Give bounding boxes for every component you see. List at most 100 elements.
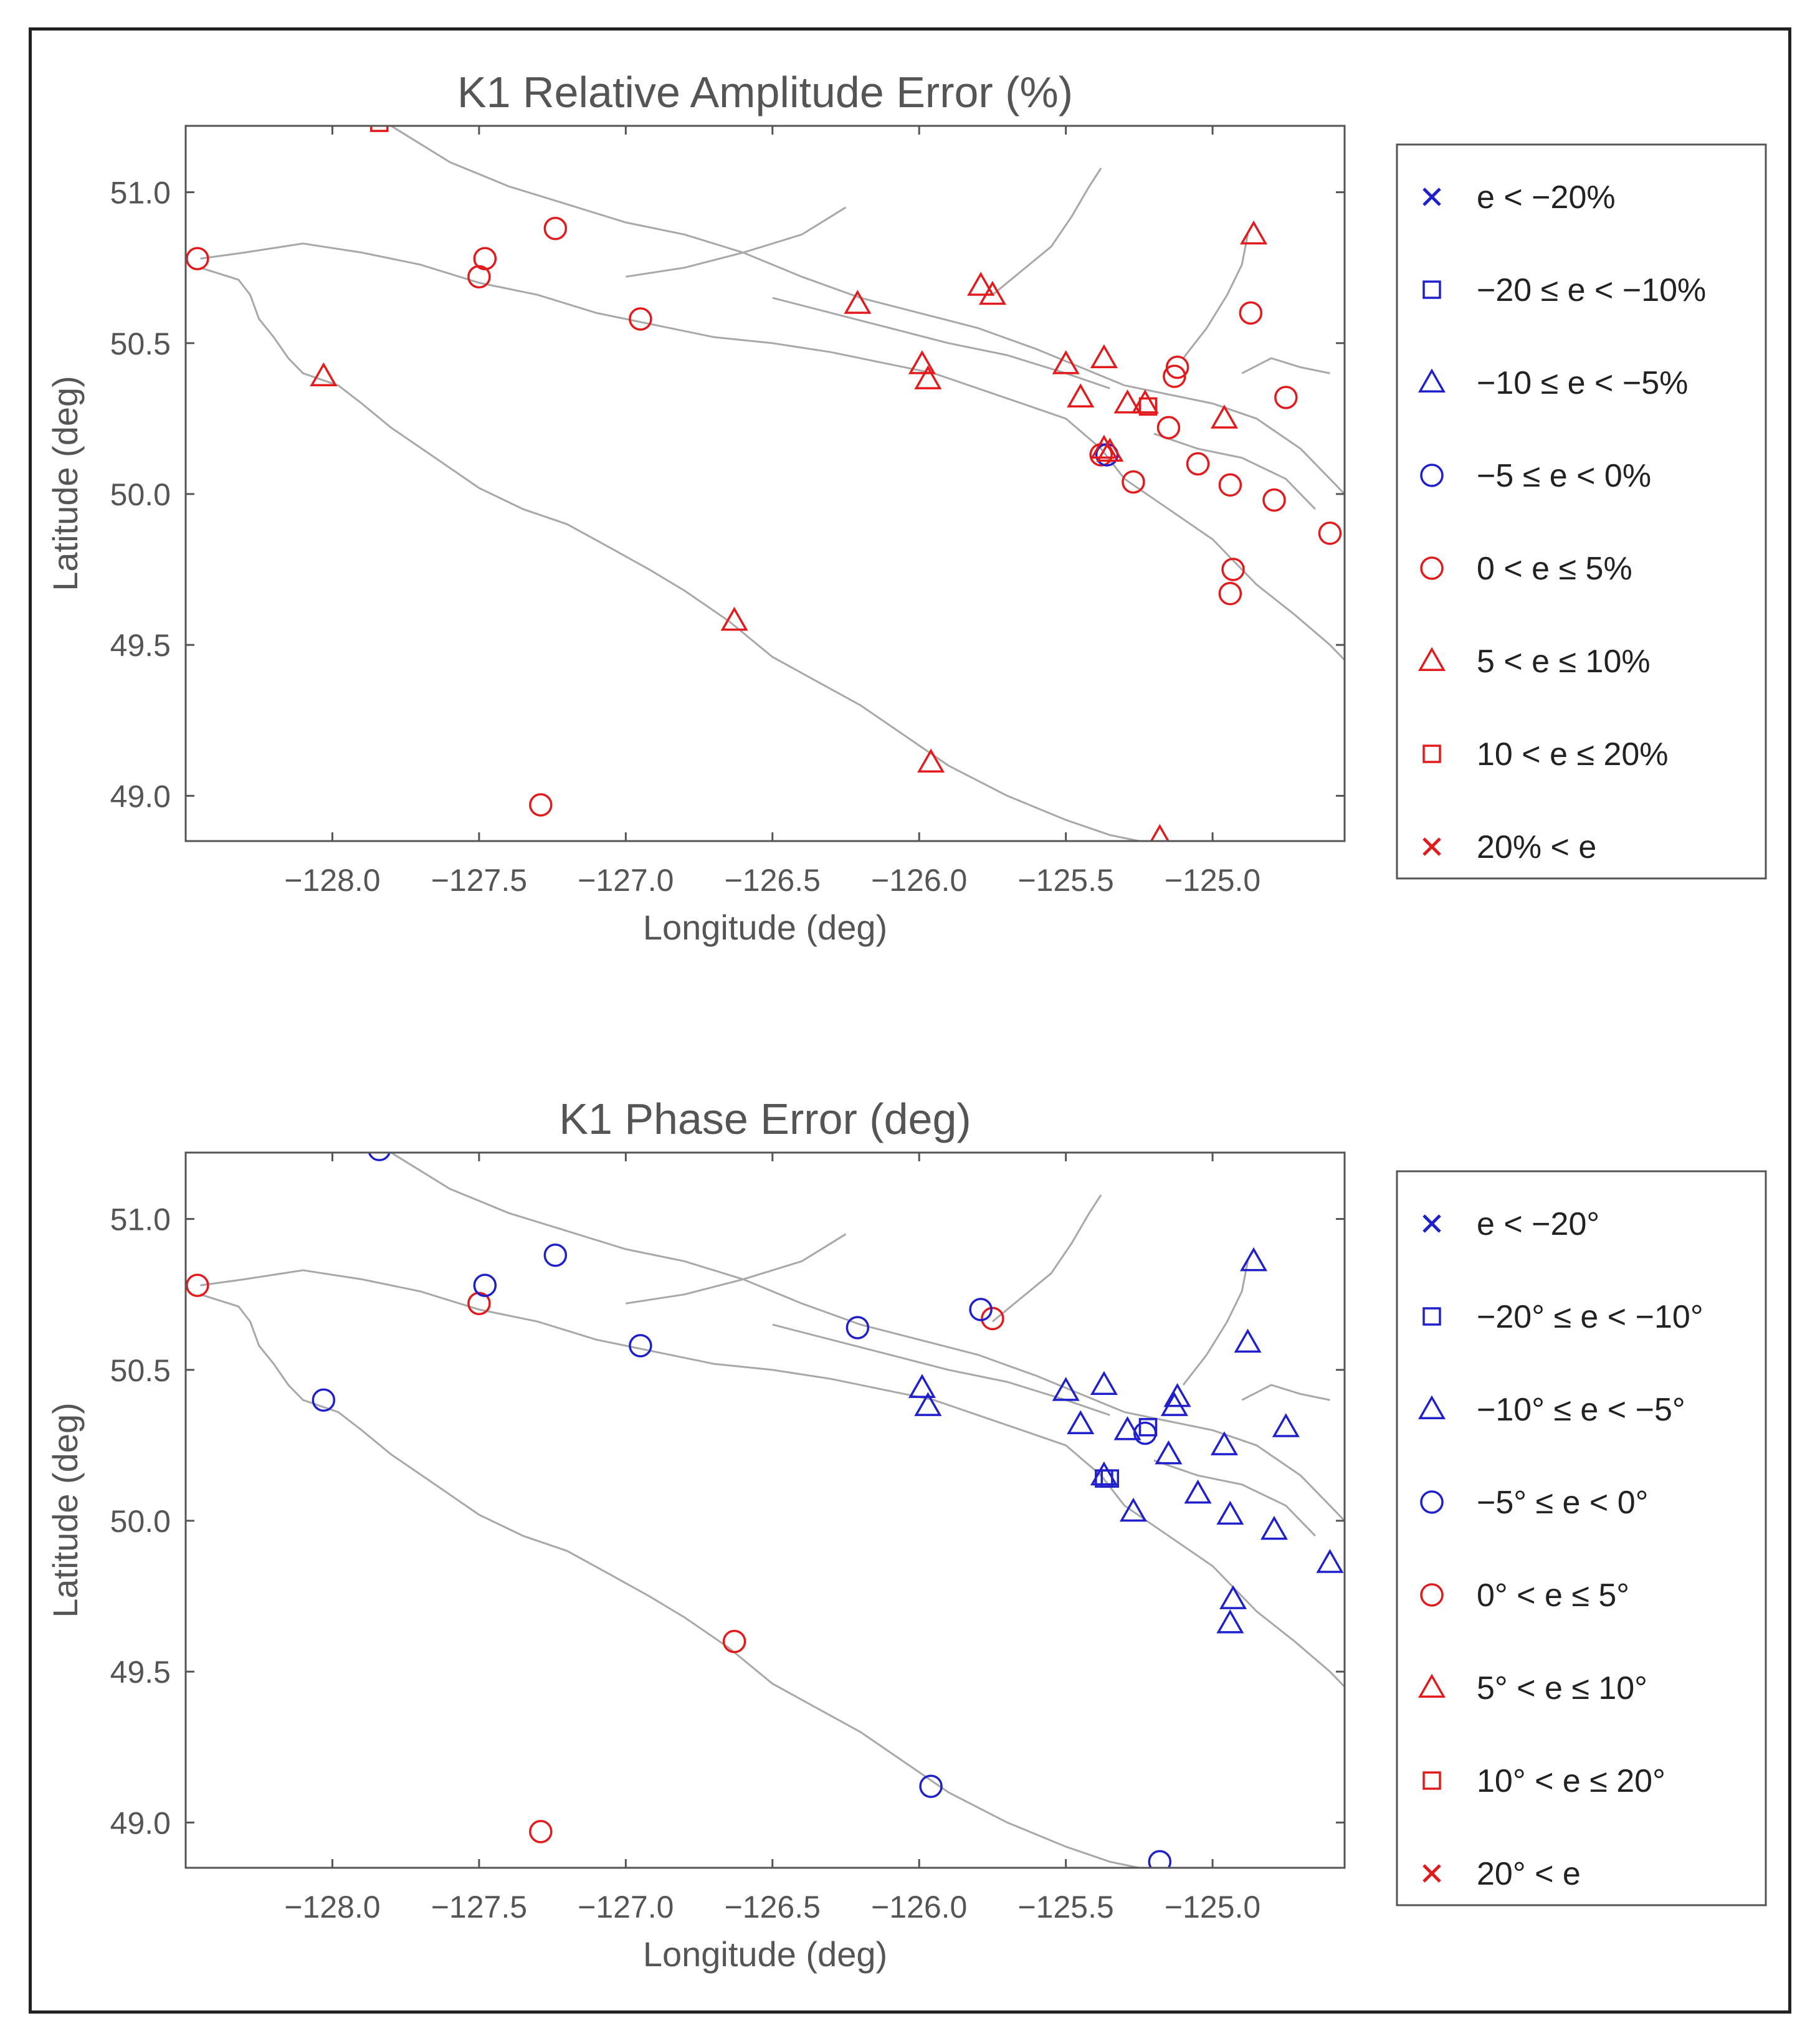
station-markers <box>186 126 1342 841</box>
station-marker <box>1186 452 1210 476</box>
x-tick-label: −127.0 <box>578 863 674 898</box>
station-marker <box>722 1629 746 1653</box>
station-marker <box>629 1334 652 1358</box>
station-marker <box>1067 1410 1095 1434</box>
x-tick-label: −127.5 <box>431 1890 527 1924</box>
station-marker <box>1234 1328 1262 1353</box>
x-tick-label: −126.0 <box>871 863 967 898</box>
x-marker-stroke <box>1422 837 1441 856</box>
legend-marker-circle-icon <box>1420 1490 1444 1514</box>
legend-marker-triangle-icon <box>1417 1395 1446 1419</box>
y-tick-label: 51.0 <box>110 176 171 211</box>
station-marker <box>1155 1440 1183 1465</box>
chart-title: K1 Relative Amplitude Error (%) <box>457 68 1073 117</box>
x-tick-label: −126.0 <box>871 1890 967 1924</box>
legend-box <box>1396 1170 1767 1906</box>
legend-marker-triangle-icon <box>1417 647 1446 671</box>
x-tick-label: −125.0 <box>1165 1890 1260 1924</box>
station-marker <box>310 362 338 387</box>
coastline-knight-inlet <box>991 167 1102 296</box>
station-marker <box>981 1306 1004 1331</box>
x-axis-label: Longitude (deg) <box>643 908 887 947</box>
x-axis-label: Longitude (deg) <box>643 1934 887 1974</box>
x-tick-label: −127.5 <box>431 863 527 898</box>
legend-marker-x-icon <box>1422 188 1441 206</box>
station-marker <box>1160 1392 1188 1416</box>
station-marker <box>543 1243 568 1267</box>
y-tick-label: 50.0 <box>110 477 171 512</box>
x-tick-label: −128.0 <box>284 1890 380 1924</box>
amplitude-legend: e < −20% −20 ≤ e < −10% −10 ≤ e < −5% −5 ≤ … <box>1396 143 1767 880</box>
coastline-inner-channel-b <box>626 206 847 278</box>
station-marker <box>1272 1413 1300 1437</box>
x-tick-label: −126.5 <box>725 863 821 898</box>
station-marker <box>1122 470 1145 494</box>
station-marker <box>846 1316 870 1339</box>
phase-legend: e < −20° −20° ≤ e < −10° −10° ≤ e < −5° −5°… <box>1396 1170 1767 1906</box>
x-tick-label: −125.0 <box>1165 863 1260 898</box>
station-marker <box>969 1298 993 1321</box>
legend-marker-x-icon <box>1422 1214 1441 1233</box>
coastline-islands-channel <box>1153 432 1316 510</box>
phase-error-panel: K1 Phase Error (deg) −128.0 −127.5 −127.0−… <box>45 1095 1346 1974</box>
coastline-islands-channel <box>1153 1459 1316 1537</box>
station-marker <box>312 1388 336 1412</box>
y-tick-label: 50.0 <box>110 1504 171 1539</box>
station-marker <box>908 1374 936 1398</box>
station-markers <box>186 1153 1344 1868</box>
station-marker <box>629 307 652 331</box>
station-marker <box>1318 521 1342 545</box>
coastline-sound-arm <box>1241 1384 1330 1401</box>
coastline-mainland-coast <box>390 126 1345 495</box>
station-marker <box>1239 301 1263 325</box>
station-marker <box>1052 1377 1080 1401</box>
station-marker <box>1221 558 1245 581</box>
station-marker <box>1262 488 1286 512</box>
amplitude-error-panel: K1 Relative Amplitude Error (%) −128.0 −1… <box>45 68 1346 947</box>
legend-label: e < −20° <box>1477 1206 1599 1242</box>
y-axis-label: Latitude (deg) <box>45 1402 85 1618</box>
station-marker <box>1165 355 1189 379</box>
y-axis-label: Latitude (deg) <box>45 376 85 591</box>
station-marker <box>720 606 748 631</box>
coastline-inner-channel-a <box>772 297 1110 389</box>
station-marker <box>1184 1479 1212 1504</box>
legend-label: 20% < e <box>1477 829 1596 865</box>
legend-label: −10° ≤ e < −5° <box>1477 1392 1685 1428</box>
station-marker <box>1113 389 1141 414</box>
station-marker <box>1163 1382 1191 1407</box>
station-marker <box>1090 434 1118 459</box>
y-axis-ticks: 49.0 49.5 50.0 50.5 51.0 <box>110 1202 1345 1840</box>
coastline-mainland-coast <box>390 1153 1345 1522</box>
y-tick-label: 50.5 <box>110 326 171 361</box>
y-tick-label: 50.5 <box>110 1353 171 1388</box>
legend-marker-triangle-icon <box>1417 1673 1446 1698</box>
station-marker <box>1210 1431 1238 1455</box>
legend-label: 5 < e ≤ 10% <box>1477 644 1651 680</box>
legend-label: 10 < e ≤ 20% <box>1477 736 1669 773</box>
station-marker <box>1052 350 1080 374</box>
station-marker <box>919 1774 943 1798</box>
x-marker-stroke <box>1422 1214 1441 1233</box>
station-marker <box>1096 437 1124 462</box>
legend-label: 5° < e ≤ 10° <box>1477 1670 1647 1706</box>
y-tick-label: 49.5 <box>110 1655 171 1690</box>
y-tick-label: 49.0 <box>110 1806 171 1840</box>
station-marker <box>1218 582 1242 606</box>
station-marker <box>1240 220 1268 245</box>
legend-label: −5 ≤ e < 0% <box>1477 458 1651 494</box>
legend-marker-circle-icon <box>1420 464 1444 487</box>
station-marker <box>1067 383 1095 407</box>
legend-marker-square-icon <box>1422 280 1441 299</box>
station-marker <box>370 126 389 132</box>
station-marker <box>1138 1418 1158 1437</box>
coastline-layer <box>200 126 1345 841</box>
legend-box <box>1396 143 1767 880</box>
station-marker <box>1218 473 1242 497</box>
legend-label: 10° < e ≤ 20° <box>1477 1763 1665 1799</box>
x-tick-label: −128.0 <box>284 863 380 898</box>
station-marker <box>1133 1421 1157 1445</box>
legend-label: −20° ≤ e < −10° <box>1477 1299 1703 1335</box>
coastline-inner-channel-b <box>626 1233 847 1305</box>
